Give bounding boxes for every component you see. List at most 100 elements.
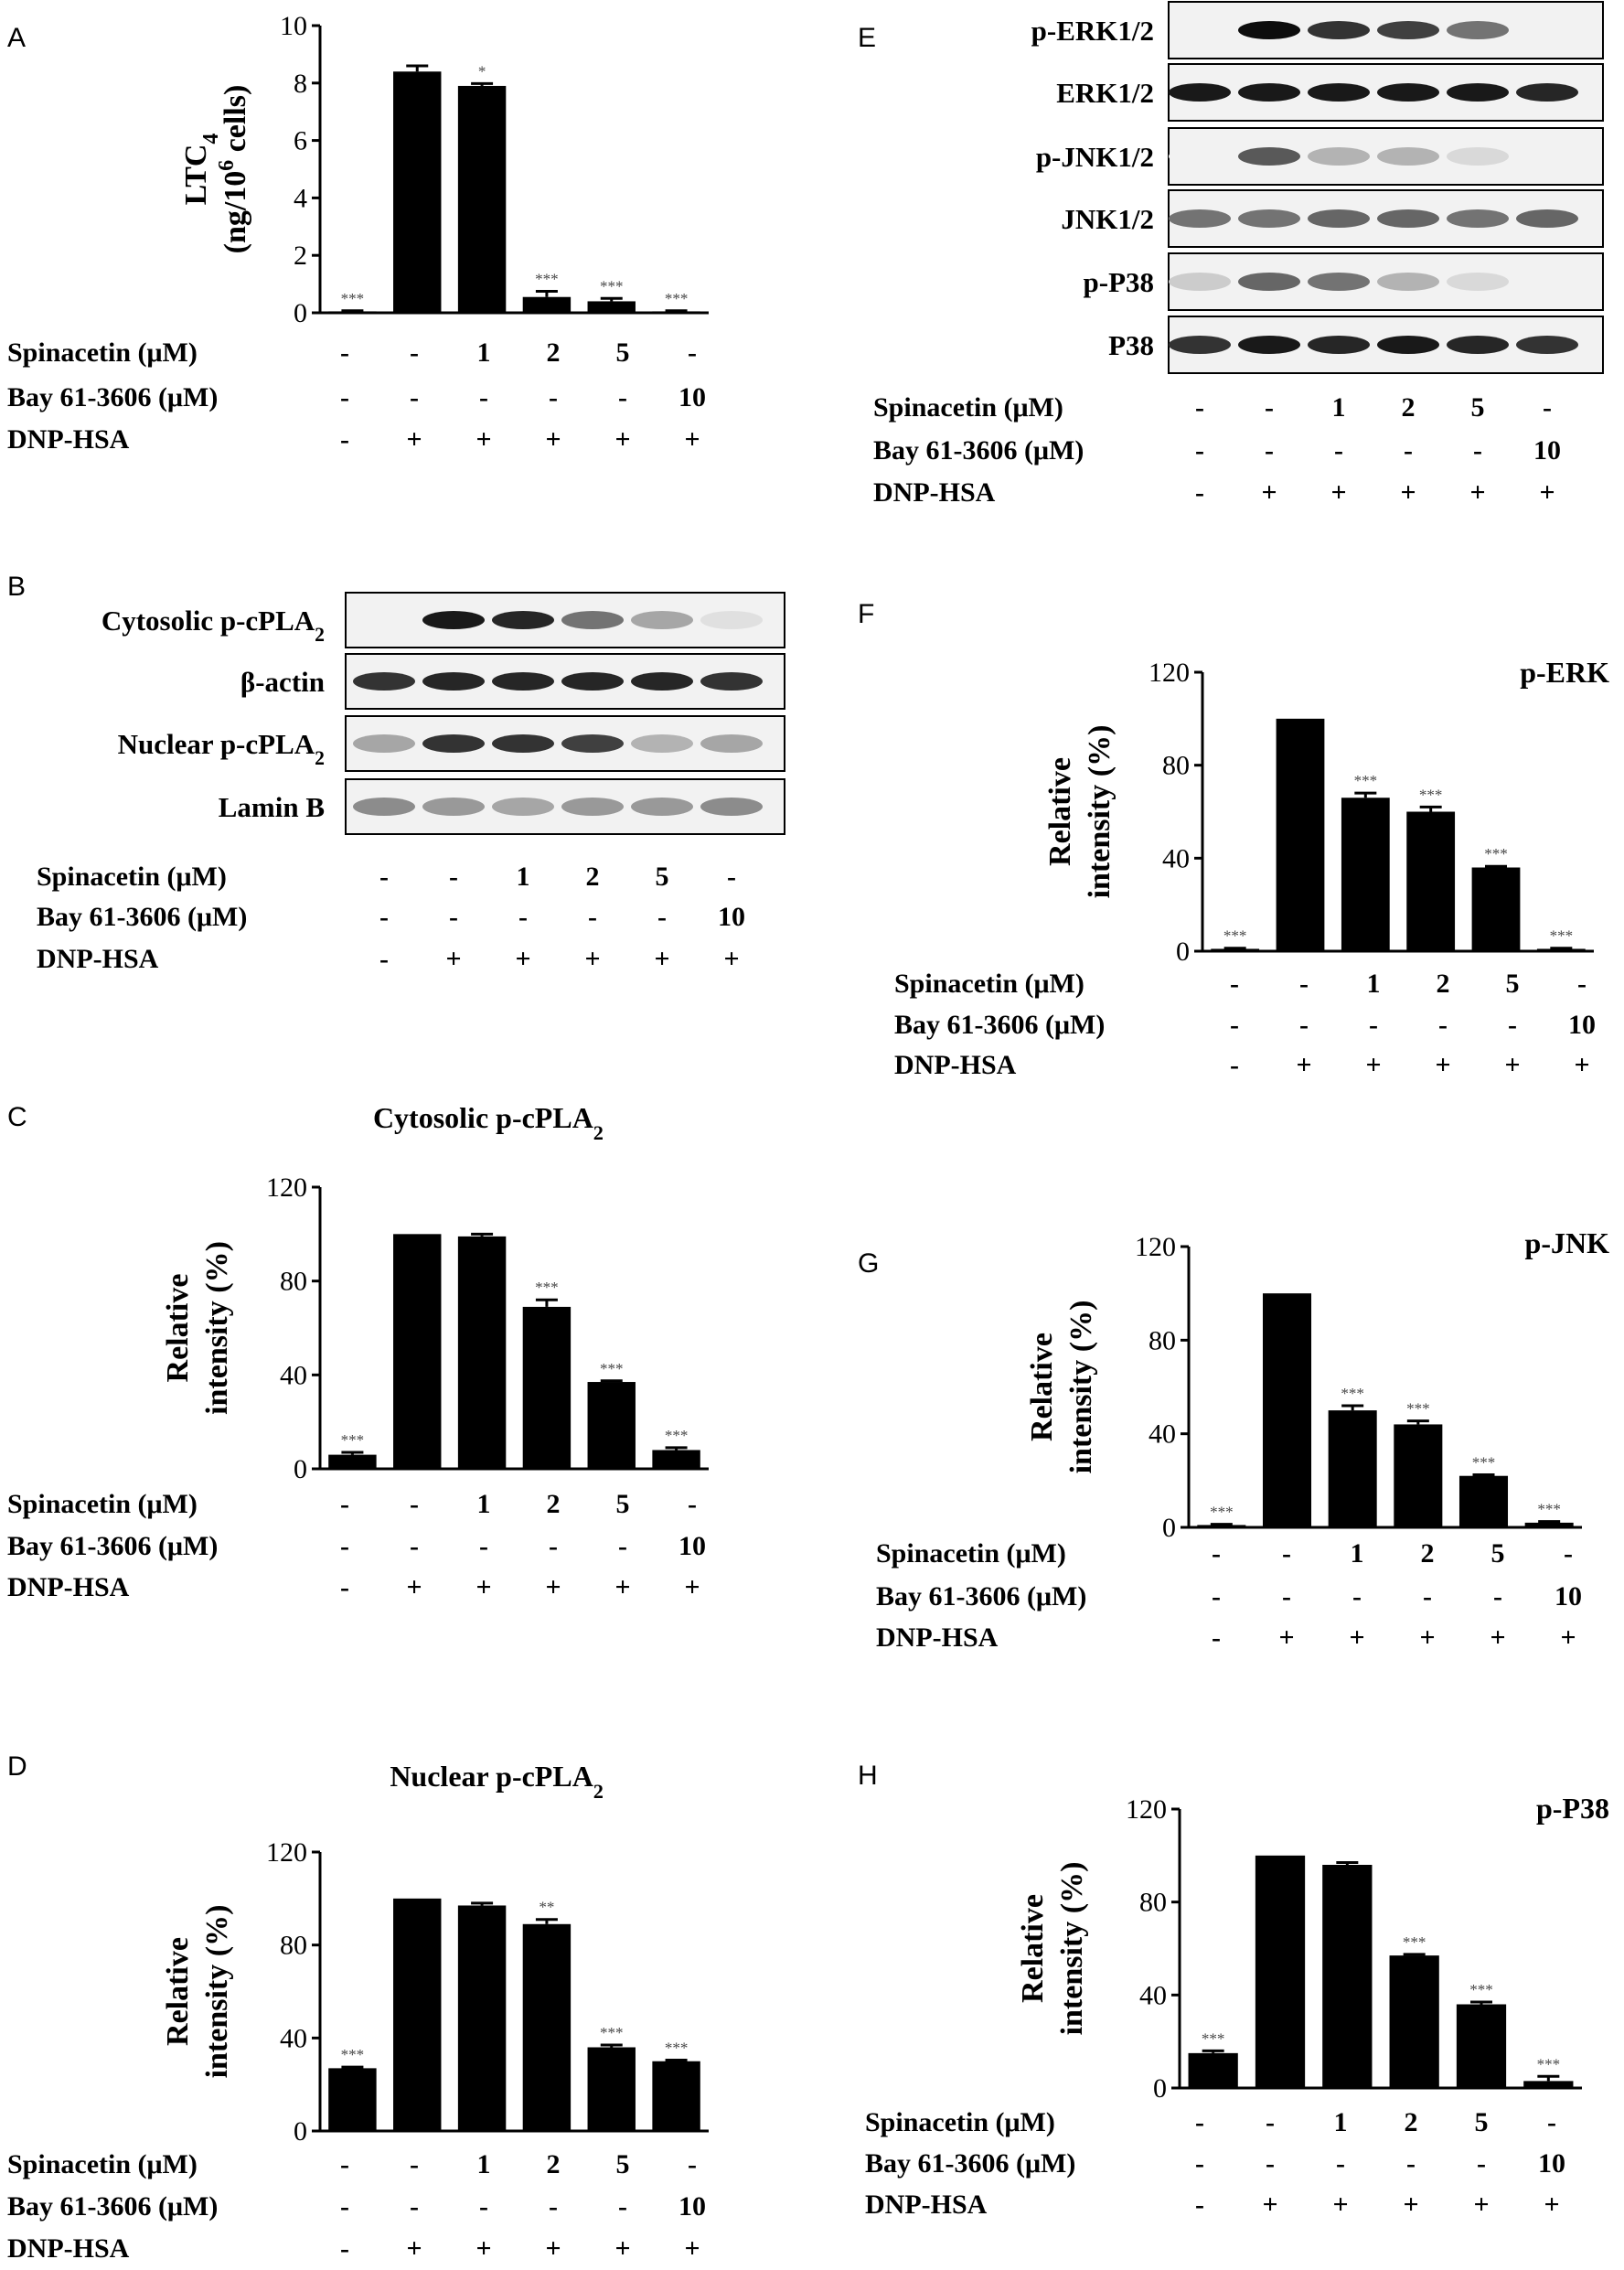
condition-value: - [340,2233,349,2264]
subscript: 4 [199,134,223,145]
bar [1406,811,1456,951]
blot-band [1238,21,1300,39]
condition-value: - [340,1531,349,1561]
condition-value: + [684,2233,700,2264]
y-axis-label: intensity (%) [200,1241,234,1415]
y-tick-label: 80 [1149,1325,1176,1355]
bar [652,311,700,314]
bar [328,311,377,314]
blot-band [1447,336,1509,354]
text-run: intensity (%) [1055,1862,1089,2036]
blot-band [1377,83,1439,102]
blot-band [422,734,485,753]
condition-value: + [1544,2190,1559,2220]
blot-label: β-actin [240,666,325,698]
condition-value: - [518,902,528,932]
significance-marker: *** [665,290,689,307]
text-run: Nuclear p-c [390,1760,534,1793]
condition-value: 2 [1421,1538,1435,1569]
bar [522,1923,572,2131]
y-axis-label: Relative [1016,1894,1050,2003]
condition-value: + [545,424,561,455]
conditions-g: Spinacetin (μM) - - 1 2 5 - Bay 61-3606 (μM) - - -… [876,1538,1582,1653]
blot-band [353,611,415,629]
text-run: Relative [161,1937,195,2046]
blot-band [1238,336,1300,354]
text-run: Bay 61-3606 (μM) [873,435,1084,466]
superscript: 6 [215,160,239,171]
text-run: DNP-HSA [876,1622,999,1653]
conditions-d: Spinacetin (μM) - - 1 2 5 - Bay 61-3606 (μM) - - -… [7,2149,706,2264]
text-run: Relative [1043,757,1077,866]
bar [1262,1293,1312,1527]
condition-value: - [449,862,458,892]
blot-band [561,734,624,753]
blot-band [1308,209,1370,228]
blot-band [353,672,415,691]
condition-label: DNP-HSA [876,1622,999,1653]
condition-label: DNP-HSA [37,944,159,974]
text-run: p-P38 [1084,266,1155,298]
condition-value: - [727,862,736,892]
y-tick-label: 40 [280,1360,307,1390]
blot-label: JNK1/2 [1061,203,1154,235]
significance-marker: *** [1537,1501,1561,1518]
condition-value: 1 [477,1489,491,1519]
bar [1188,2052,1238,2088]
condition-label: Bay 61-3606 (μM) [894,1010,1105,1040]
text-run: intensity (%) [200,1241,234,1415]
significance-marker: *** [1202,2029,1225,2047]
y-tick-label: 40 [280,2023,307,2053]
condition-value: + [614,2233,630,2264]
condition-value: + [1349,1622,1364,1653]
chart-title: Nuclear p-cPLA2 [390,1760,604,1803]
blot-band [700,798,763,816]
condition-value: 5 [1491,1538,1505,1569]
y-tick-label: 120 [1126,1794,1167,1825]
bar [457,85,507,313]
condition-value: + [475,1572,491,1602]
condition-value: - [1543,392,1552,423]
condition-label: DNP-HSA [865,2190,988,2220]
blot-band [422,798,485,816]
text-run: DNP-HSA [865,2190,988,2220]
blot-band [1516,147,1578,166]
condition-value: - [1547,2107,1556,2137]
bar [587,1382,636,1469]
condition-label: DNP-HSA [873,477,996,508]
condition-value: + [684,424,700,455]
chart-title: p-ERK [1520,656,1609,689]
conditions-b: Spinacetin (μM) - - 1 2 5 - Bay 61-3606 (μM) - - -… [37,862,745,974]
y-tick-label: 0 [294,2116,307,2147]
condition-value: - [1212,1581,1221,1611]
significance-marker: *** [665,2039,689,2056]
panel-letter-d: D [7,1751,27,1782]
text-run: Spinacetin (μM) [7,2149,198,2179]
chart-f: 0 40 80 120 Relative intensity (%) p-ERK *** ***… [1043,656,1609,967]
subscript: 2 [315,747,325,769]
condition-value: - [1266,2148,1275,2179]
condition-label: Spinacetin (μM) [7,1489,198,1519]
condition-value: + [1539,477,1555,508]
condition-value: - [1195,477,1204,508]
condition-value: 2 [547,1489,561,1519]
condition-value: + [1473,2190,1489,2220]
condition-value: - [340,1572,349,1602]
blot-band [1308,147,1370,166]
condition-value: - [1493,1581,1502,1611]
blot-label: ERK1/2 [1056,77,1154,109]
y-tick-label: 4 [294,183,307,213]
condition-value: + [614,424,630,455]
subscript: 2 [593,1780,604,1803]
condition-value: - [1212,1622,1221,1653]
panel-letter-e: E [858,23,876,53]
text-run: cells) [219,85,252,160]
condition-value: - [479,2191,488,2222]
condition-value: - [410,337,419,368]
text-run: intensity (%) [200,1905,234,2079]
bar [1197,1525,1246,1527]
bar [1456,2004,1507,2088]
y-axis-label: intensity (%) [1064,1301,1098,1474]
y-axis-label: LTC4 [179,134,223,206]
blot-band [1238,147,1300,166]
